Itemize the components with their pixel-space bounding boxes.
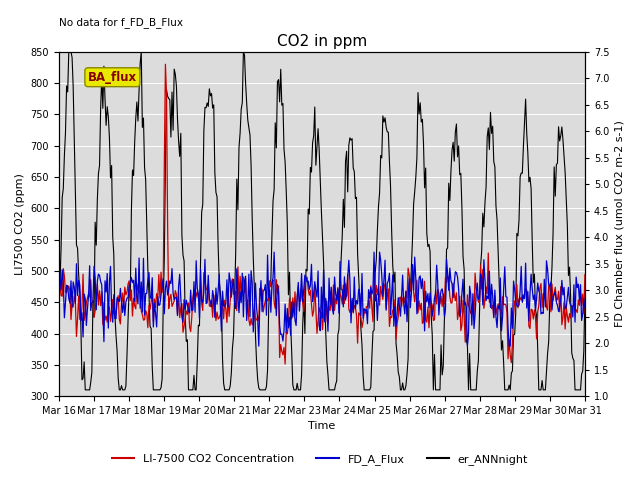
- X-axis label: Time: Time: [308, 421, 335, 432]
- Title: CO2 in ppm: CO2 in ppm: [276, 34, 367, 49]
- Text: BA_flux: BA_flux: [88, 71, 137, 84]
- Text: No data for f_FD_B_Flux: No data for f_FD_B_Flux: [59, 17, 183, 28]
- Y-axis label: FD Chamber flux (umol CO2 m-2 s-1): FD Chamber flux (umol CO2 m-2 s-1): [615, 120, 625, 327]
- Legend: LI-7500 CO2 Concentration, FD_A_Flux, er_ANNnight: LI-7500 CO2 Concentration, FD_A_Flux, er…: [108, 450, 532, 469]
- Y-axis label: LI7500 CO2 (ppm): LI7500 CO2 (ppm): [15, 173, 25, 275]
